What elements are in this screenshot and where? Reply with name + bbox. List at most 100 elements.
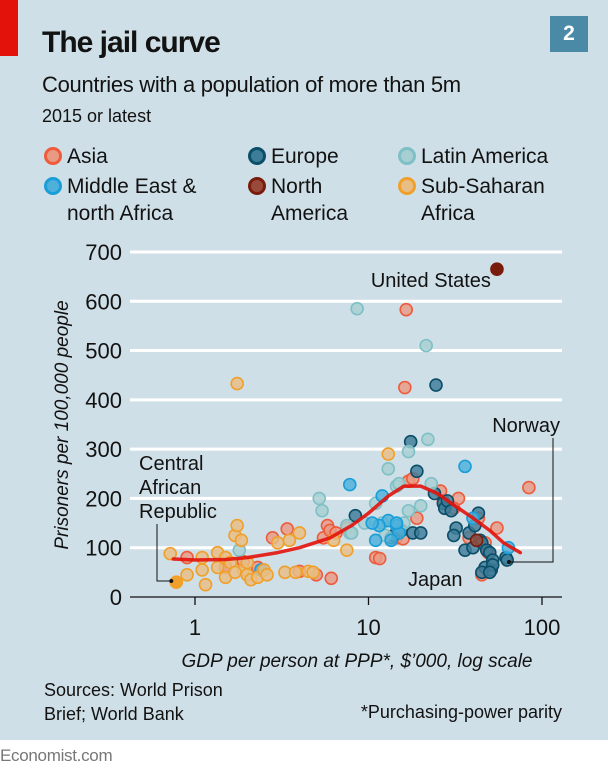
data-point-asia (324, 571, 339, 586)
y-tick-label: 100 (85, 536, 122, 561)
y-tick-label: 700 (85, 240, 122, 265)
data-point-ssa (234, 533, 249, 548)
legend-label-namerica: North America (271, 175, 349, 225)
data-point-asia (490, 521, 504, 535)
data-point-ssa (381, 447, 396, 461)
x-tick-label: 100 (524, 615, 561, 640)
annotation-norway-leader (509, 438, 554, 563)
legend-item-latam: Latin America (398, 143, 548, 170)
chart-number-badge: 2 (550, 16, 588, 52)
y-axis-ticks: 0 100 200 300 400 500 600 700 (85, 240, 122, 610)
data-point-ssa (195, 563, 209, 577)
legend-label-europe: Europe (271, 145, 339, 168)
data-point-latam (421, 432, 435, 447)
data-point-ssa (228, 565, 242, 580)
data-point-mena (365, 516, 379, 530)
data-point-ssa (230, 376, 244, 391)
trend-line (171, 484, 523, 562)
data-point-mena (384, 533, 398, 548)
data-point-ssa (340, 543, 354, 557)
chart-subtitle: Countries with a population of more than… (42, 72, 461, 97)
legend-item-mena: Middle East & north Africa (44, 173, 197, 227)
data-point-asia (280, 522, 295, 536)
data-point-ssa (198, 577, 213, 592)
chart-title: The jail curve (42, 26, 221, 59)
data-point-mena (368, 533, 383, 548)
legend-item-namerica: North America (248, 173, 348, 227)
data-point-ssa (195, 550, 209, 565)
legend-label-mena: Middle East & north Africa (67, 175, 197, 225)
data-point-ssa (270, 535, 285, 550)
series-namerica (469, 262, 504, 548)
brand-footer: Economist.com (0, 746, 113, 765)
sources-line-1: Sources: World Prison (44, 680, 223, 700)
legend-item-europe: Europe (248, 143, 339, 170)
legend-swatch-namerica (248, 177, 266, 195)
data-point-asia (399, 302, 414, 317)
legend-label-ssa: Sub-Saharan Africa (421, 175, 545, 225)
annotation-car-line: Central (139, 453, 203, 475)
data-point-latam (381, 462, 396, 476)
data-point-latam (350, 301, 364, 316)
annotations: United States Norway Japan CentralAfricanRe… (139, 270, 560, 591)
chart-date-note: 2015 or latest (42, 106, 152, 126)
data-points (163, 262, 536, 592)
data-point-latam (419, 338, 433, 353)
data-point-asia (522, 480, 536, 495)
sources: Sources: World Prison Brief; World Bank (44, 678, 223, 726)
y-tick-label: 400 (85, 388, 122, 413)
annotation-norway: Norway (492, 415, 560, 437)
annotation-car-line: African (139, 477, 201, 499)
legend-label-asia: Asia (67, 145, 108, 168)
x-axis: 1 10 100 (130, 596, 562, 640)
data-point-latam (315, 503, 329, 518)
data-point-ssa (180, 568, 194, 582)
data-point-europe (410, 464, 424, 479)
data-point-mena (389, 516, 404, 530)
data-point-europe (500, 553, 514, 567)
data-point-asia (410, 511, 424, 525)
y-tick-label: 600 (85, 289, 122, 314)
data-point-namerica (490, 262, 504, 277)
annotation-car-line: Republic (139, 501, 217, 523)
data-point-latam (312, 491, 327, 506)
footnote: *Purchasing-power parity (360, 702, 562, 722)
legend-swatch-ssa (398, 177, 416, 195)
annotation-united-states: United States (371, 270, 491, 292)
y-tick-label: 0 (110, 585, 122, 610)
legend-swatch-asia (44, 147, 62, 165)
data-point-ssa (288, 565, 303, 580)
data-point-asia (180, 550, 194, 565)
trend-line-group (171, 484, 523, 562)
annotation-car-marker (169, 579, 174, 583)
data-point-ssa (230, 518, 244, 533)
annotation-japan: Japan (408, 569, 463, 591)
y-tick-label: 300 (85, 437, 122, 462)
data-point-ssa (306, 565, 320, 580)
data-point-ssa (282, 533, 297, 548)
x-tick-label: 1 (189, 615, 201, 640)
sources-line-2: Brief; World Bank (44, 704, 184, 724)
data-point-mena (342, 477, 357, 492)
series-latam (232, 301, 439, 557)
data-point-namerica (469, 533, 484, 548)
data-point-mena (458, 459, 472, 474)
y-tick-label: 500 (85, 339, 122, 364)
data-point-ssa (210, 560, 225, 575)
data-point-europe (482, 565, 497, 580)
data-point-latam (401, 444, 416, 459)
data-point-asia (372, 551, 387, 566)
data-point-latam (413, 499, 428, 513)
x-tick-label: 10 (356, 615, 380, 640)
chart-panel: The jail curve Countries with a populati… (0, 0, 608, 740)
y-tick-label: 200 (85, 486, 122, 511)
legend-swatch-mena (44, 177, 62, 195)
data-point-asia (398, 380, 412, 395)
legend-swatch-latam (398, 147, 416, 165)
data-point-europe (429, 378, 443, 392)
annotation-car-leader (156, 524, 172, 582)
data-point-latam (401, 503, 416, 518)
legend-item-ssa: Sub-Saharan Africa (398, 173, 545, 227)
series-ssa (163, 376, 396, 592)
data-point-ssa (260, 568, 274, 582)
